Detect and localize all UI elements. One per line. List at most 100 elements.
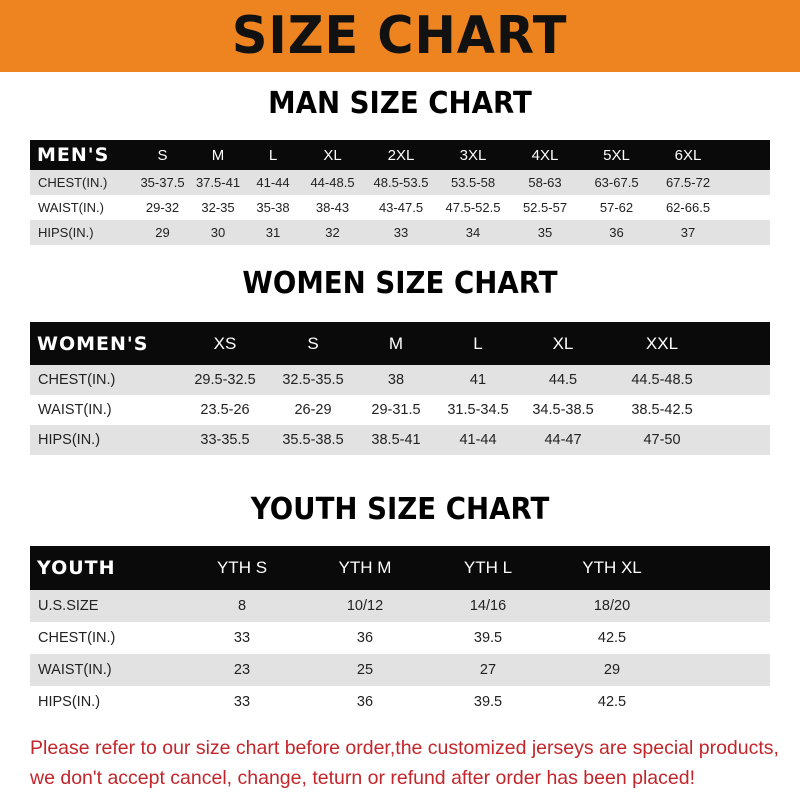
table-cell: 63-67.5: [594, 175, 639, 190]
table-cell: 31.5-34.5: [447, 402, 509, 418]
table-cell: 44.5-48.5: [631, 372, 693, 388]
table-header-row: WOMEN'S XS S M L XL XXL: [30, 322, 770, 365]
table-cell: 35-37.5: [140, 175, 185, 190]
size-column-header: 3XL: [459, 146, 487, 164]
table-cell: 48.5-53.5: [373, 175, 429, 190]
row-label: WAIST(IN.): [38, 402, 112, 418]
table-cell: 32: [325, 225, 340, 240]
table-cell: 43-47.5: [378, 200, 424, 215]
table-cell: 58-63: [528, 175, 562, 190]
size-column-header: M: [388, 333, 404, 353]
table-cell: 41-44: [459, 432, 497, 448]
table-cell: 41-44: [256, 175, 290, 190]
table-cell: 26-29: [294, 402, 332, 418]
size-column-header: YTH S: [216, 558, 268, 577]
row-label: WAIST(IN.): [38, 662, 112, 678]
table-row: HIPS(IN.) 33 36 39.5 42.5: [30, 686, 770, 718]
table-cell: 38.5-41: [371, 432, 421, 448]
table-cell: 35.5-38.5: [282, 432, 344, 448]
row-label: CHEST(IN.): [38, 372, 116, 388]
banner-title: SIZE CHART: [232, 6, 568, 66]
table-cell: 44-48.5: [310, 175, 355, 190]
table-cell: 39.5: [473, 630, 503, 646]
row-label: HIPS(IN.): [38, 432, 101, 448]
table-cell: 32-35: [201, 200, 235, 215]
size-column-header: S: [157, 146, 168, 164]
youth-size-table: YOUTH YTH S YTH M YTH L YTH XL U.S.SIZE 8 10/12…: [30, 546, 770, 718]
order-notice: Please refer to our size chart before or…: [30, 733, 800, 793]
table-cell: 18/20: [593, 598, 631, 614]
table-cell: 23: [233, 662, 251, 678]
size-column-header: 2XL: [387, 146, 415, 164]
row-label: U.S.SIZE: [38, 598, 99, 614]
table-cell: 42.5: [597, 630, 627, 646]
table-cell: 52.5-57: [522, 200, 568, 215]
table-cell: 47.5-52.5: [445, 200, 501, 215]
table-row: WAIST(IN.) 29-32 32-35 35-38 38-43 43-47.5 47.…: [30, 195, 770, 220]
table-cell: 36: [609, 225, 624, 240]
women-size-table: WOMEN'S XS S M L XL XXL CHEST(IN.) 29.5-32.5 32.5…: [30, 322, 770, 455]
notice-line-1: Please refer to our size chart before or…: [30, 737, 779, 759]
table-row: CHEST(IN.) 35-37.5 37.5-41 41-44 44-48.5 48.5…: [30, 170, 770, 195]
size-column-header: YTH M: [338, 558, 392, 577]
table-cell: 29-32: [145, 200, 180, 215]
table-cell: 8: [237, 598, 247, 614]
table-row: WAIST(IN.) 23 25 27 29: [30, 654, 770, 686]
table-cell: 35: [537, 225, 553, 240]
table-row: CHEST(IN.) 33 36 39.5 42.5: [30, 622, 770, 654]
notice-line-2: we don't accept cancel, change, teturn o…: [30, 767, 695, 789]
table-cell: 38-43: [315, 200, 350, 215]
size-column-header: 5XL: [603, 146, 630, 164]
size-column-header: XS: [213, 333, 237, 353]
table-cell: 31: [265, 225, 281, 240]
size-chart-banner: SIZE CHART: [0, 0, 800, 72]
table-cell: 38: [387, 372, 405, 388]
size-column-header: YTH L: [463, 558, 513, 577]
table-cell: 39.5: [473, 694, 503, 710]
table-cell: 62-66.5: [665, 200, 711, 215]
table-cell: 42.5: [597, 694, 627, 710]
size-column-header: M: [211, 146, 225, 164]
table-cell: 33: [233, 694, 251, 710]
women-size-chart-title: WOMEN SIZE CHART: [242, 266, 558, 301]
table-cell: 44-47: [544, 432, 582, 448]
table-cell: 36: [356, 630, 374, 646]
size-column-header: S: [307, 333, 319, 353]
size-column-header: XXL: [645, 333, 679, 353]
size-column-header: YTH XL: [582, 558, 642, 577]
row-label: CHEST(IN.): [38, 630, 116, 646]
size-column-header: 6XL: [674, 146, 702, 164]
size-column-header: L: [473, 333, 483, 353]
table-cell: 23.5-26: [200, 402, 250, 418]
table-header-row: MEN'S S M L XL 2XL 3XL 4XL 5XL 6XL: [30, 140, 770, 170]
table-cell: 29: [603, 662, 621, 678]
row-label: HIPS(IN.): [38, 225, 94, 240]
table-cell: 33: [233, 630, 251, 646]
table-cell: 41: [469, 372, 487, 388]
table-corner-label: MEN'S: [37, 144, 110, 166]
table-cell: 10/12: [346, 598, 384, 614]
table-row: WAIST(IN.) 23.5-26 26-29 29-31.5 31.5-34.5 34…: [30, 395, 770, 425]
youth-size-chart-title: YOUTH SIZE CHART: [250, 492, 550, 527]
table-row: CHEST(IN.) 29.5-32.5 32.5-35.5 38 41 44.5 44.5…: [30, 365, 770, 395]
table-cell: 57-62: [599, 200, 634, 215]
table-cell: 25: [356, 662, 374, 678]
table-cell: 53.5-58: [450, 175, 496, 190]
table-cell: 34.5-38.5: [532, 402, 594, 418]
size-column-header: XL: [323, 146, 342, 164]
table-header-row: YOUTH YTH S YTH M YTH L YTH XL: [30, 546, 770, 590]
table-cell: 27: [479, 662, 497, 678]
size-column-header: L: [268, 146, 278, 164]
row-label: CHEST(IN.): [38, 175, 108, 190]
size-column-header: 4XL: [531, 146, 559, 164]
table-cell: 37.5-41: [195, 175, 241, 190]
table-cell: 36: [356, 694, 374, 710]
table-cell: 38.5-42.5: [631, 402, 693, 418]
table-cell: 29: [155, 225, 170, 240]
table-cell: 33: [393, 225, 409, 240]
men-size-table: MEN'S S M L XL 2XL 3XL 4XL 5XL 6XL CHEST(IN.) 35-37…: [30, 140, 770, 245]
table-corner-label: WOMEN'S: [37, 332, 149, 355]
table-cell: 29-31.5: [371, 402, 421, 418]
table-row: HIPS(IN.) 33-35.5 35.5-38.5 38.5-41 41-44 44-…: [30, 425, 770, 455]
table-cell: 32.5-35.5: [282, 372, 344, 388]
